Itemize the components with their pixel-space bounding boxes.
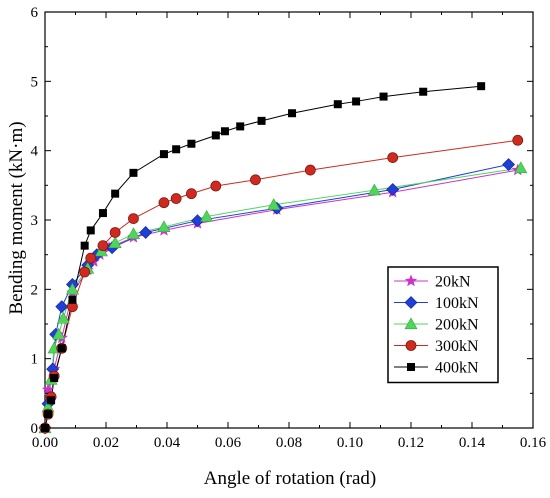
- x-tick-label: 0.16: [520, 435, 547, 451]
- data-point-300kN: [109, 227, 121, 238]
- x-tick-label: 0.06: [215, 435, 242, 451]
- data-point-200kN: [267, 198, 281, 210]
- legend-marker-20kN: [404, 274, 418, 287]
- y-axis-title: Bending moment (kN·m): [6, 121, 27, 314]
- data-point-400kN: [159, 150, 168, 159]
- data-point-200kN: [65, 282, 79, 295]
- data-point-400kN: [80, 241, 89, 250]
- x-tick-label: 0.04: [154, 435, 181, 451]
- data-point-400kN: [111, 189, 120, 198]
- data-point-400kN: [172, 145, 181, 154]
- data-point-200kN: [367, 183, 381, 196]
- data-point-400kN: [57, 344, 66, 353]
- y-tick-label: 2: [31, 282, 39, 298]
- data-point-400kN: [44, 410, 53, 419]
- data-point-400kN: [86, 226, 95, 235]
- x-tick-label: 0.12: [398, 435, 424, 451]
- data-point-400kN: [288, 109, 297, 118]
- x-axis-title: Angle of rotation (rad): [204, 468, 377, 489]
- data-point-300kN: [170, 193, 182, 204]
- x-tick-label: 0.14: [459, 435, 486, 451]
- data-point-100kN: [55, 300, 69, 314]
- data-point-400kN: [187, 139, 196, 148]
- data-point-300kN: [304, 164, 316, 176]
- data-point-300kN: [85, 252, 97, 264]
- y-tick-label: 6: [31, 5, 39, 21]
- data-point-300kN: [158, 197, 170, 209]
- data-point-400kN: [129, 168, 138, 177]
- data-point-400kN: [257, 116, 266, 125]
- x-tick-label: 0.08: [276, 435, 302, 451]
- data-point-200kN: [126, 227, 140, 239]
- x-tick-label: 0.10: [337, 435, 363, 451]
- data-point-300kN: [185, 188, 197, 200]
- legend-box: [387, 266, 499, 384]
- y-tick-label: 4: [31, 144, 39, 160]
- data-point-200kN: [56, 311, 70, 324]
- data-point-400kN: [68, 295, 77, 304]
- data-point-200kN: [108, 236, 122, 248]
- data-point-400kN: [477, 82, 486, 91]
- data-point-400kN: [352, 97, 361, 106]
- data-point-400kN: [379, 92, 388, 101]
- legend-label: 100kN: [435, 295, 479, 312]
- legend-marker-400kN: [407, 363, 415, 371]
- data-point-200kN: [52, 327, 66, 340]
- data-point-400kN: [47, 396, 56, 405]
- data-point-300kN: [210, 180, 222, 192]
- data-point-300kN: [387, 152, 399, 164]
- data-point-400kN: [50, 374, 59, 383]
- legend-label: 200kN: [435, 317, 479, 334]
- data-point-400kN: [333, 100, 342, 109]
- data-point-300kN: [250, 174, 261, 186]
- data-point-300kN: [128, 213, 139, 225]
- data-point-400kN: [236, 122, 245, 131]
- data-point-100kN: [139, 226, 153, 239]
- data-point-100kN: [386, 183, 400, 196]
- data-point-400kN: [419, 87, 428, 96]
- data-point-400kN: [98, 209, 107, 218]
- y-tick-label: 5: [31, 74, 39, 90]
- legend-marker-300kN: [405, 340, 417, 351]
- data-point-300kN: [79, 266, 91, 278]
- x-tick-label: 0.00: [32, 435, 58, 451]
- y-tick-label: 0: [31, 421, 39, 437]
- y-tick-label: 1: [31, 352, 39, 368]
- data-point-200kN: [157, 220, 171, 233]
- legend-marker-200kN: [404, 317, 418, 330]
- data-point-300kN: [512, 134, 524, 146]
- data-point-100kN: [502, 158, 516, 171]
- data-point-100kN: [191, 214, 204, 228]
- data-point-400kN: [211, 131, 220, 140]
- data-point-300kN: [97, 240, 109, 252]
- legend-marker-100kN: [404, 296, 418, 309]
- data-point-200kN: [514, 161, 528, 174]
- y-tick-label: 3: [31, 213, 39, 229]
- legend-label: 20kN: [435, 274, 471, 291]
- legend-label: 300kN: [435, 338, 479, 355]
- x-tick-label: 0.02: [93, 435, 119, 451]
- data-point-400kN: [220, 127, 229, 136]
- legend-label: 400kN: [435, 360, 479, 377]
- data-point-200kN: [200, 209, 214, 222]
